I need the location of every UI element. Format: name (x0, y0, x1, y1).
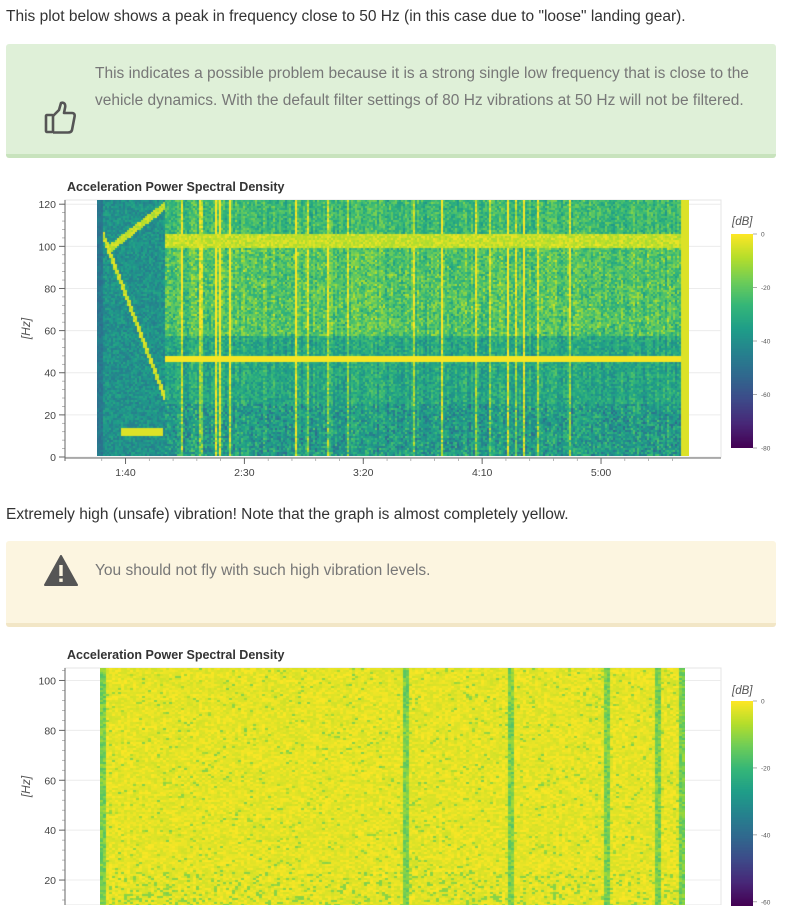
y-tick-label: 80 (44, 283, 56, 295)
colorbar-tick-label: -40 (761, 832, 771, 839)
y-tick-label: 0 (50, 452, 56, 464)
psd-chart-1: Acceleration Power Spectral Density 0 20 4… (0, 180, 789, 480)
colorbar-tick-label: -20 (761, 765, 771, 772)
y-tick-label: 100 (38, 675, 56, 687)
x-tick-label: 5:00 (591, 467, 612, 479)
y-tick-label: 20 (44, 410, 56, 422)
y-axis-label: [Hz] (19, 317, 33, 340)
spectrogram-heatmap[interactable] (97, 200, 689, 456)
tip-text: This indicates a possible problem becaus… (95, 65, 749, 109)
spectrogram-heatmap[interactable] (100, 668, 685, 905)
colorbar (731, 701, 753, 906)
warning-text: You should not fly with such high vibrat… (95, 562, 431, 579)
colorbar-tick-label: 0 (761, 699, 765, 706)
y-tick-label: 40 (44, 368, 56, 380)
y-tick-label: 20 (44, 875, 56, 887)
y-tick-label: 80 (44, 725, 56, 737)
y-tick-label: 40 (44, 825, 56, 837)
x-tick-label: 4:10 (472, 467, 493, 479)
thumbs-up-icon (44, 101, 76, 140)
y-tick-label: 100 (38, 241, 56, 253)
colorbar (731, 234, 753, 448)
colorbar-tick-label: -20 (761, 285, 771, 292)
x-tick-label: 1:40 (115, 467, 136, 479)
warning-triangle-icon (44, 555, 78, 592)
x-tick-label: 3:20 (353, 467, 374, 479)
tip-callout: This indicates a possible problem becaus… (6, 44, 776, 158)
chart-title: Acceleration Power Spectral Density (67, 648, 285, 662)
y-tick-label: 60 (44, 775, 56, 787)
chart-title: Acceleration Power Spectral Density (67, 180, 285, 194)
colorbar-tick-label: -60 (761, 392, 771, 399)
colorbar-tick-label: -40 (761, 339, 771, 346)
colorbar-tick-label: -80 (761, 446, 771, 453)
y-axis-label: [Hz] (19, 775, 33, 798)
colorbar-title: [dB] (732, 685, 753, 697)
psd-chart-2: Acceleration Power Spectral Density 20 40… (0, 648, 789, 906)
warning-paragraph: Extremely high (unsafe) vibration! Note … (6, 506, 569, 523)
colorbar-tick-label: -60 (761, 899, 771, 905)
colorbar-title: [dB] (732, 216, 753, 228)
y-tick-label: 120 (38, 199, 56, 211)
colorbar-tick-label: 0 (761, 232, 765, 239)
warning-callout: You should not fly with such high vibrat… (6, 541, 776, 627)
y-tick-label: 60 (44, 326, 56, 338)
x-tick-label: 2:30 (234, 467, 255, 479)
intro-paragraph: This plot below shows a peak in frequenc… (6, 8, 686, 25)
